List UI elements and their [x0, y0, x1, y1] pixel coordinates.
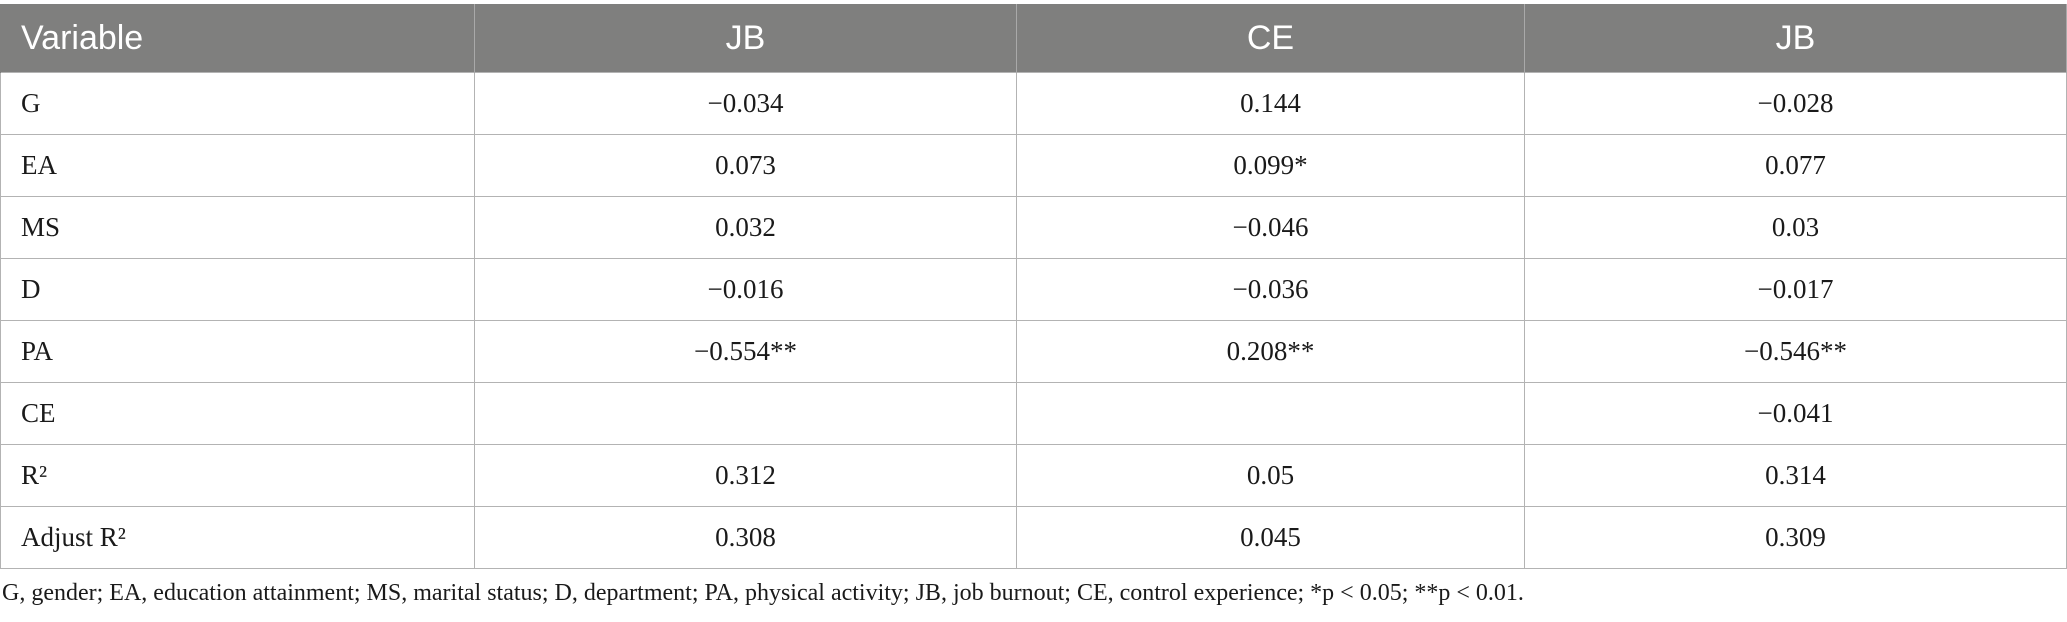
cell-ms-jb-2: 0.03 — [1524, 196, 2067, 259]
cell-ce-ce — [1016, 382, 1525, 445]
cell-d-jb-1: −0.016 — [474, 258, 1017, 321]
table-row: CE −0.041 — [0, 382, 2067, 445]
header-variable: Variable — [0, 4, 475, 73]
cell-r2-ce: 0.05 — [1016, 444, 1525, 507]
table-row: D −0.016 −0.036 −0.017 — [0, 258, 2067, 321]
cell-ce-jb-1 — [474, 382, 1017, 445]
row-label-g: G — [0, 72, 475, 135]
cell-ce-jb-2: −0.041 — [1524, 382, 2067, 445]
table-row: G −0.034 0.144 −0.028 — [0, 72, 2067, 135]
header-ce-model-2: CE — [1016, 4, 1525, 73]
cell-g-ce: 0.144 — [1016, 72, 1525, 135]
regression-table-container: Variable JB CE JB G −0.034 0.144 −0.028 … — [0, 4, 2067, 569]
table-header: Variable JB CE JB — [0, 4, 2067, 73]
header-jb-model-3: JB — [1524, 4, 2067, 73]
table-row: R² 0.312 0.05 0.314 — [0, 444, 2067, 507]
cell-ms-jb-1: 0.032 — [474, 196, 1017, 259]
cell-pa-jb-2: −0.546** — [1524, 320, 2067, 383]
regression-table: Variable JB CE JB G −0.034 0.144 −0.028 … — [0, 4, 2067, 569]
row-label-pa: PA — [0, 320, 475, 383]
row-label-adjust-r-squared: Adjust R² — [0, 506, 475, 569]
cell-ms-ce: −0.046 — [1016, 196, 1525, 259]
cell-r2-jb-1: 0.312 — [474, 444, 1017, 507]
row-label-ms: MS — [0, 196, 475, 259]
cell-ea-ce: 0.099* — [1016, 134, 1525, 197]
cell-adjr2-jb-2: 0.309 — [1524, 506, 2067, 569]
table-row: Adjust R² 0.308 0.045 0.309 — [0, 506, 2067, 569]
row-label-d: D — [0, 258, 475, 321]
cell-ea-jb-1: 0.073 — [474, 134, 1017, 197]
cell-adjr2-jb-1: 0.308 — [474, 506, 1017, 569]
cell-d-ce: −0.036 — [1016, 258, 1525, 321]
table-footnote: G, gender; EA, education attainment; MS,… — [2, 580, 1524, 606]
header-row: Variable JB CE JB — [0, 4, 2067, 73]
cell-ea-jb-2: 0.077 — [1524, 134, 2067, 197]
cell-d-jb-2: −0.017 — [1524, 258, 2067, 321]
cell-pa-jb-1: −0.554** — [474, 320, 1017, 383]
cell-adjr2-ce: 0.045 — [1016, 506, 1525, 569]
table-row: MS 0.032 −0.046 0.03 — [0, 196, 2067, 259]
header-jb-model-1: JB — [474, 4, 1017, 73]
row-label-ce: CE — [0, 382, 475, 445]
cell-g-jb-2: −0.028 — [1524, 72, 2067, 135]
table-body: G −0.034 0.144 −0.028 EA 0.073 0.099* 0.… — [0, 72, 2067, 569]
table-row: EA 0.073 0.099* 0.077 — [0, 134, 2067, 197]
cell-g-jb-1: −0.034 — [474, 72, 1017, 135]
cell-pa-ce: 0.208** — [1016, 320, 1525, 383]
row-label-ea: EA — [0, 134, 475, 197]
cell-r2-jb-2: 0.314 — [1524, 444, 2067, 507]
row-label-r-squared: R² — [0, 444, 475, 507]
table-row: PA −0.554** 0.208** −0.546** — [0, 320, 2067, 383]
